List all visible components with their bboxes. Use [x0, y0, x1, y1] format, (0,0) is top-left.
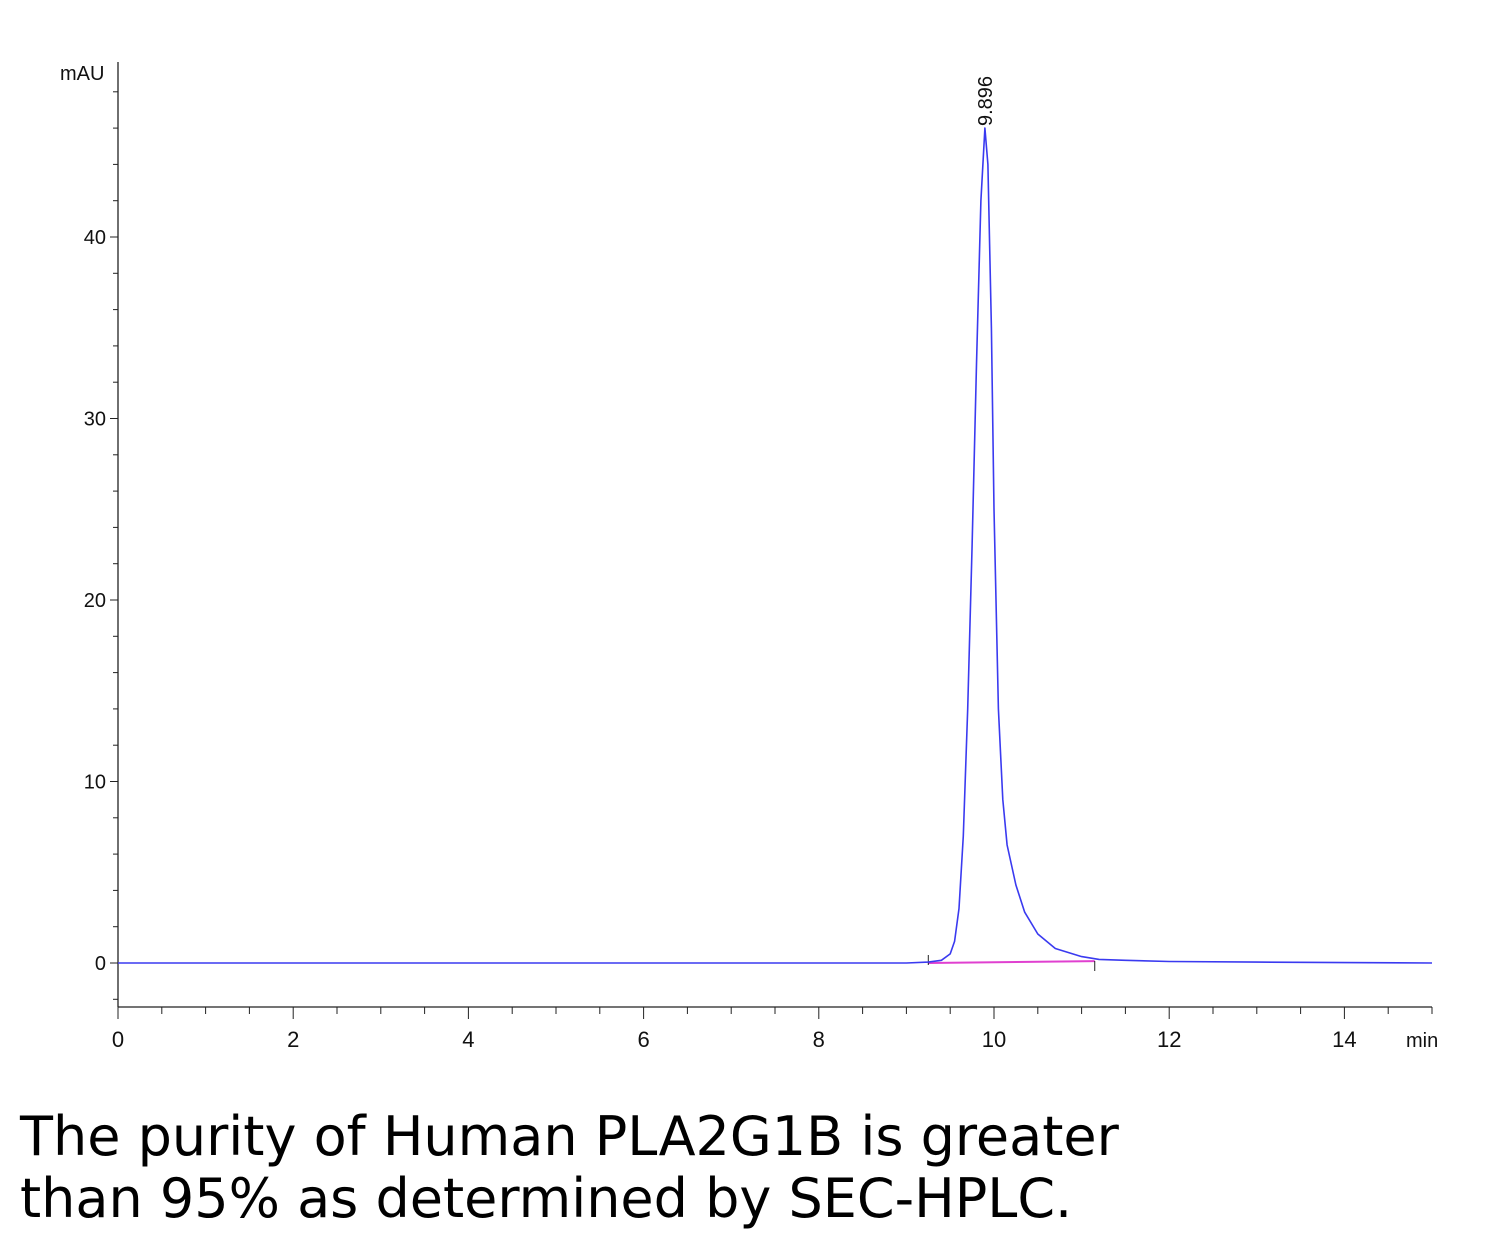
caption-line-1: The purity of Human PLA2G1B is greater: [20, 1105, 1119, 1168]
figure-caption: The purity of Human PLA2G1B is greater t…: [20, 1106, 1480, 1230]
x-tick-label: 0: [112, 1027, 124, 1052]
y-tick-label: 40: [84, 227, 106, 249]
x-tick-label: 4: [462, 1027, 474, 1052]
integration-baseline: [928, 960, 1095, 964]
y-tick-label: 30: [84, 409, 106, 431]
chromatogram-chart: 0 10 20 30 40 mAU 0 2 4 6 8 10 12 14 min 9.896: [60, 62, 1438, 1052]
x-axis-label: min: [1406, 1030, 1438, 1052]
x-tick-label: 10: [982, 1027, 1006, 1052]
caption-line-2: than 95% as determined by SEC-HPLC.: [20, 1167, 1073, 1230]
x-tick-label: 8: [813, 1027, 825, 1052]
x-tick-label: 6: [637, 1027, 649, 1052]
x-tick-label: 14: [1332, 1027, 1356, 1052]
x-tick-label: 2: [287, 1027, 299, 1052]
y-tick-label: 20: [84, 590, 106, 612]
y-tick-label: 10: [84, 772, 106, 794]
x-tick-label: 12: [1157, 1027, 1181, 1052]
peak-label: 9.896: [975, 76, 997, 126]
signal-trace: [118, 127, 1433, 964]
y-axis-label: mAU: [60, 63, 104, 85]
y-tick-label: 0: [95, 953, 106, 975]
